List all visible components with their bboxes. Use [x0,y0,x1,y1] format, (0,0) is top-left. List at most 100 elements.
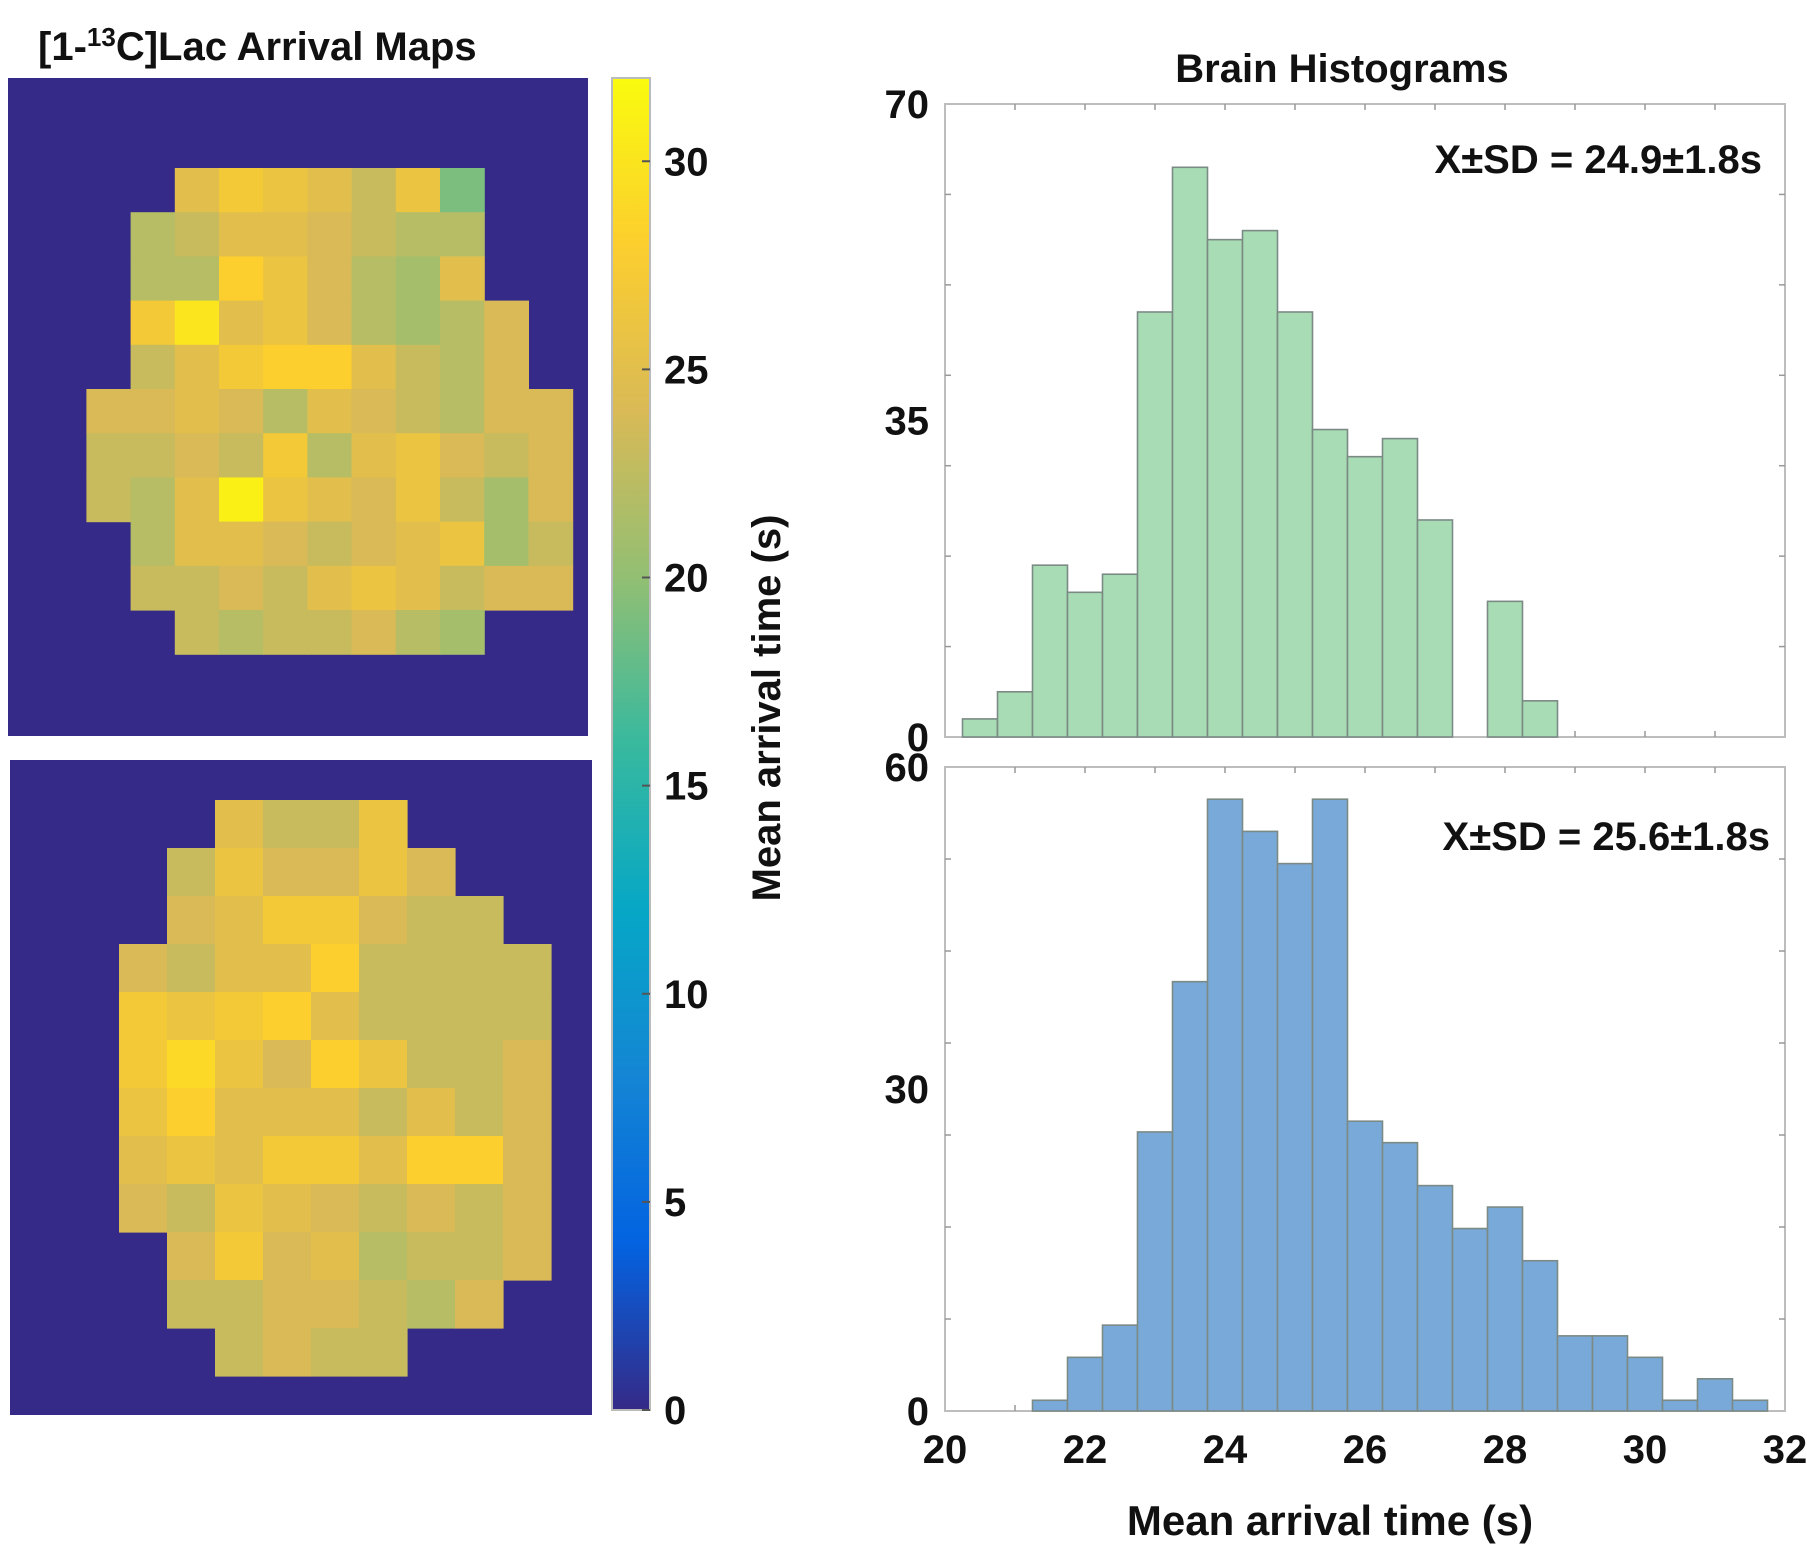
top-map-pixel [440,300,485,346]
top-map-pixel [440,433,485,478]
top-map-pixel [130,477,176,523]
top-map-pixel [130,300,176,346]
top-map-pixel [130,256,176,302]
bottom-map-pixel [407,944,456,993]
bottom-histogram-bar [1731,1399,1769,1412]
bottom-map-pixel [503,944,552,993]
bottom-histogram-bar [1101,1324,1139,1412]
top-map-pixel [219,300,264,346]
bottom-histogram-bar [1206,798,1244,1412]
top-map-pixel [174,168,220,213]
top-map-pixel [219,565,264,611]
bottom-histogram-bar [1626,1356,1664,1412]
top-histogram-bar [996,690,1034,738]
top-map-pixel [528,521,574,567]
bottom-map-pixel [167,896,216,945]
bottom-map-pixel [311,848,360,897]
top-map-pixel [395,433,441,478]
top-histogram-bar [1136,311,1174,738]
bottom-histogram-bar [1311,798,1349,1412]
top-map-pixel [351,212,397,257]
bottom-histogram-x-tick-label: 24 [1203,1428,1248,1472]
top-map-pixel [307,212,353,257]
top-map-pixel [130,389,176,434]
bottom-map-pixel [503,1136,552,1185]
bottom-map-pixel [119,1040,168,1089]
colorbar-tick-label: 10 [664,973,709,1017]
bottom-map-pixel [167,1232,216,1281]
bottom-map-pixel [407,1088,456,1137]
top-map-pixel [351,521,397,567]
top-map-pixel [440,389,485,434]
bottom-map-pixel [167,1040,216,1089]
top-map-pixel [484,565,529,611]
bottom-map-pixel [311,1280,360,1329]
top-map-pixel [219,344,264,390]
bottom-map-pixel [263,896,312,945]
bottom-histogram-x-tick-label: 28 [1483,1428,1528,1472]
top-map-pixel [86,477,132,523]
bottom-map-pixel [407,1136,456,1185]
colorbar: 0 5 10 15 20 25 30 Mean arrival time (s) [611,77,789,1433]
top-histogram-bar [1171,166,1209,738]
top-map-pixel [219,433,264,478]
bottom-map-pixel [311,1136,360,1185]
bottom-histogram-bar [1381,1141,1419,1412]
top-map-pixel [174,256,220,302]
top-map-pixel [395,521,441,567]
bottom-histogram-bar [1276,862,1314,1412]
bottom-map-pixel [503,992,552,1041]
bottom-histogram-bar [1556,1335,1594,1412]
top-map-pixel [395,300,441,346]
top-map-pixel [130,212,176,257]
top-map-pixel [130,565,176,611]
top-map-pixel [395,389,441,434]
bottom-map-pixel [359,992,408,1041]
bottom-map-pixel [407,896,456,945]
top-map-pixel [263,565,308,611]
top-map-pixel [219,477,264,523]
bottom-histogram-x-tick-label: 26 [1343,1428,1388,1472]
bottom-histogram-bar [1346,1120,1384,1412]
top-map-pixel [351,610,397,655]
bottom-map-pixel [215,1088,264,1137]
bottom-map-pixel [455,896,504,945]
histogram-x-axis: Mean arrival time (s) [1127,1497,1533,1544]
top-map-pixel [263,168,308,213]
top-map-pixel [395,344,441,390]
top-map-pixel [307,565,353,611]
top-map-pixel [263,300,308,346]
bottom-histogram-bar [1066,1356,1104,1412]
bottom-map-pixel [311,896,360,945]
bottom-map-pixel [311,992,360,1041]
top-histogram-bar [1486,600,1524,738]
top-histogram-bar [1241,229,1279,738]
top-map-pixel [351,565,397,611]
top-histogram-bar [1521,700,1559,738]
bottom-arrival-map [10,760,592,1415]
bottom-map-pixel [359,1328,408,1377]
top-map-pixel [351,256,397,302]
bottom-map-pixel [215,944,264,993]
top-map-pixel [440,256,485,302]
bottom-map-pixel [263,1328,312,1377]
bottom-map-pixel [215,992,264,1041]
bottom-map-pixel [407,992,456,1041]
bottom-histogram-annotation: X±SD = 25.6±1.8s [1443,815,1770,859]
top-map-pixel [263,521,308,567]
bottom-map-pixel [455,1280,504,1329]
bottom-map-pixel [119,944,168,993]
bottom-map-pixel [215,800,264,849]
top-histogram-bar [1416,519,1454,738]
bottom-map-pixel [263,800,312,849]
top-map-pixel [395,477,441,523]
top-map-pixel [484,521,529,567]
bottom-map-pixel [167,992,216,1041]
bottom-histogram-bar [1451,1227,1489,1412]
bottom-map-pixel [359,800,408,849]
top-map-pixel [174,344,220,390]
bottom-histogram: X±SD = 25.6±1.8s 0 30 60 20 22 24 26 28 30 32 [885,746,1807,1472]
bottom-map-pixel [263,848,312,897]
colorbar-tick-label: 20 [664,557,709,601]
